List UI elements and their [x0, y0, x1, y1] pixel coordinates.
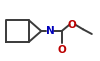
- Text: N: N: [46, 26, 54, 36]
- Text: O: O: [68, 20, 77, 30]
- Text: O: O: [57, 45, 66, 55]
